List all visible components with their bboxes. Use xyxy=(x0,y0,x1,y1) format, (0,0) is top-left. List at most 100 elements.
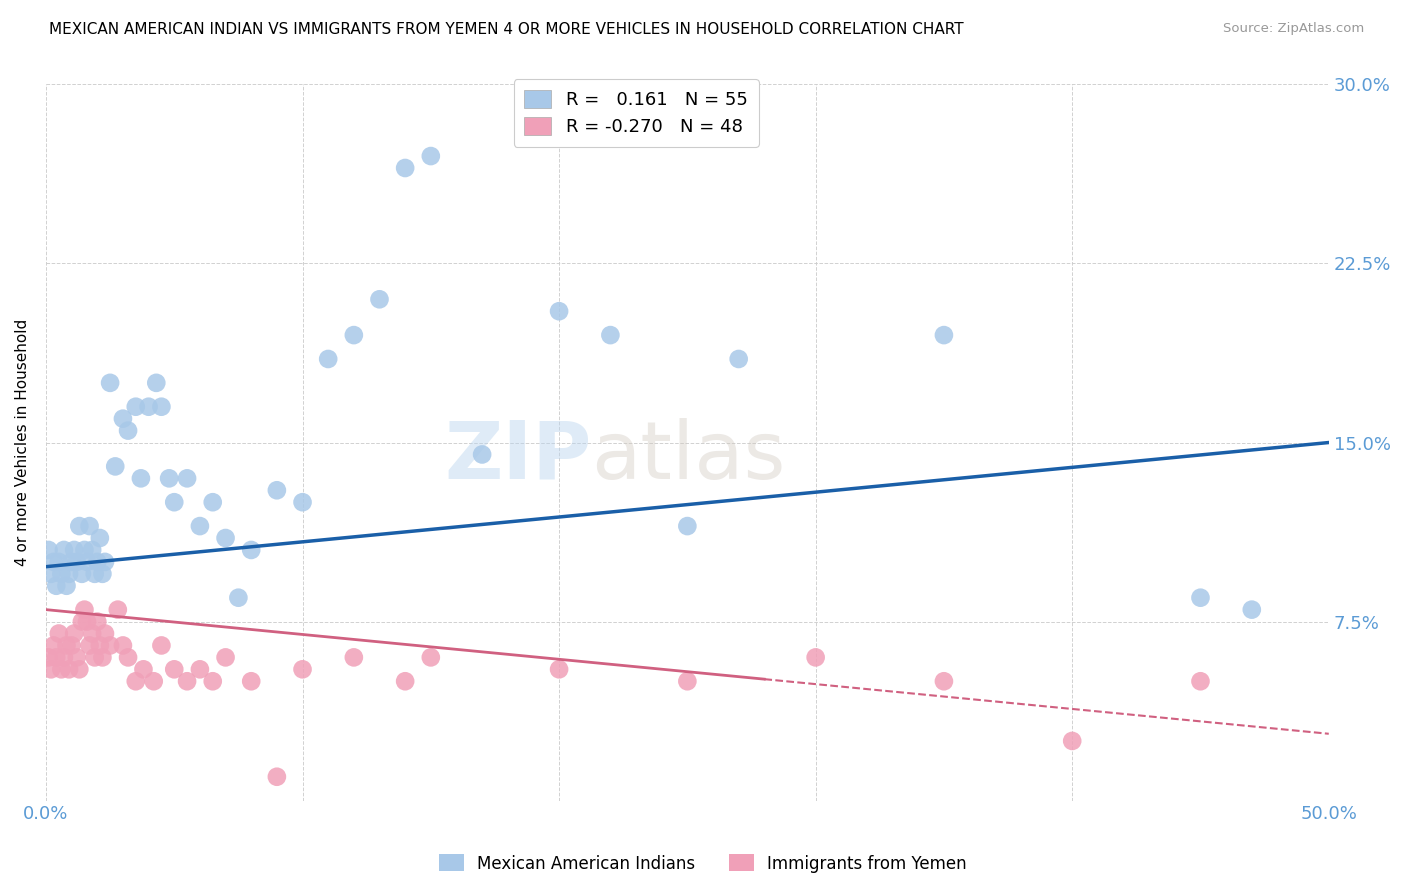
Point xyxy=(394,674,416,689)
Point xyxy=(55,579,77,593)
Point xyxy=(804,650,827,665)
Point xyxy=(52,543,75,558)
Point xyxy=(138,400,160,414)
Point xyxy=(145,376,167,390)
Legend: R =   0.161   N = 55, R = -0.270   N = 48: R = 0.161 N = 55, R = -0.270 N = 48 xyxy=(513,79,759,146)
Point xyxy=(45,579,67,593)
Point xyxy=(73,602,96,616)
Point xyxy=(98,639,121,653)
Point xyxy=(291,662,314,676)
Point xyxy=(157,471,180,485)
Point xyxy=(1062,734,1084,748)
Point xyxy=(240,543,263,558)
Point xyxy=(150,400,173,414)
Point xyxy=(67,662,90,676)
Point xyxy=(94,626,117,640)
Point xyxy=(129,471,152,485)
Point xyxy=(111,411,134,425)
Point xyxy=(214,650,236,665)
Point xyxy=(176,471,198,485)
Point xyxy=(83,650,105,665)
Point xyxy=(91,650,114,665)
Point xyxy=(63,626,86,640)
Point xyxy=(132,662,155,676)
Text: MEXICAN AMERICAN INDIAN VS IMMIGRANTS FROM YEMEN 4 OR MORE VEHICLES IN HOUSEHOLD: MEXICAN AMERICAN INDIAN VS IMMIGRANTS FR… xyxy=(49,22,965,37)
Point xyxy=(76,615,98,629)
Point xyxy=(125,400,148,414)
Point xyxy=(343,650,366,665)
Point xyxy=(89,639,111,653)
Point xyxy=(58,566,80,581)
Point xyxy=(599,328,621,343)
Point xyxy=(266,770,288,784)
Point xyxy=(117,424,139,438)
Point xyxy=(932,328,955,343)
Point xyxy=(70,566,93,581)
Point xyxy=(266,483,288,498)
Point xyxy=(79,519,101,533)
Point xyxy=(52,650,75,665)
Point xyxy=(82,543,104,558)
Point xyxy=(86,555,108,569)
Point xyxy=(51,662,73,676)
Point xyxy=(48,555,70,569)
Point xyxy=(83,566,105,581)
Point xyxy=(39,566,62,581)
Point xyxy=(107,602,129,616)
Point xyxy=(676,674,699,689)
Point xyxy=(89,531,111,545)
Y-axis label: 4 or more Vehicles in Household: 4 or more Vehicles in Household xyxy=(15,319,30,566)
Point xyxy=(48,626,70,640)
Point xyxy=(188,662,211,676)
Point xyxy=(98,376,121,390)
Legend: Mexican American Indians, Immigrants from Yemen: Mexican American Indians, Immigrants fro… xyxy=(433,847,973,880)
Point xyxy=(58,662,80,676)
Point xyxy=(63,543,86,558)
Point xyxy=(188,519,211,533)
Point xyxy=(150,639,173,653)
Point xyxy=(1189,591,1212,605)
Point xyxy=(471,447,494,461)
Point xyxy=(91,566,114,581)
Point xyxy=(214,531,236,545)
Point xyxy=(394,161,416,175)
Point xyxy=(201,674,224,689)
Point xyxy=(39,662,62,676)
Point xyxy=(343,328,366,343)
Point xyxy=(104,459,127,474)
Point xyxy=(55,639,77,653)
Text: ZIP: ZIP xyxy=(444,417,591,496)
Point xyxy=(1189,674,1212,689)
Point xyxy=(38,650,60,665)
Point xyxy=(932,674,955,689)
Point xyxy=(368,293,391,307)
Point xyxy=(66,650,89,665)
Point xyxy=(82,626,104,640)
Point xyxy=(70,615,93,629)
Point xyxy=(1240,602,1263,616)
Point xyxy=(67,519,90,533)
Text: atlas: atlas xyxy=(591,417,786,496)
Point xyxy=(163,662,186,676)
Point xyxy=(240,674,263,689)
Point xyxy=(86,615,108,629)
Point xyxy=(117,650,139,665)
Point xyxy=(727,351,749,366)
Point xyxy=(316,351,339,366)
Point xyxy=(548,662,571,676)
Point xyxy=(419,650,441,665)
Point xyxy=(676,519,699,533)
Point xyxy=(176,674,198,689)
Point xyxy=(76,555,98,569)
Point xyxy=(38,543,60,558)
Point xyxy=(73,543,96,558)
Point xyxy=(79,639,101,653)
Point xyxy=(125,674,148,689)
Point xyxy=(42,639,65,653)
Point xyxy=(94,555,117,569)
Point xyxy=(66,555,89,569)
Point xyxy=(51,566,73,581)
Point xyxy=(548,304,571,318)
Point xyxy=(45,650,67,665)
Text: Source: ZipAtlas.com: Source: ZipAtlas.com xyxy=(1223,22,1364,36)
